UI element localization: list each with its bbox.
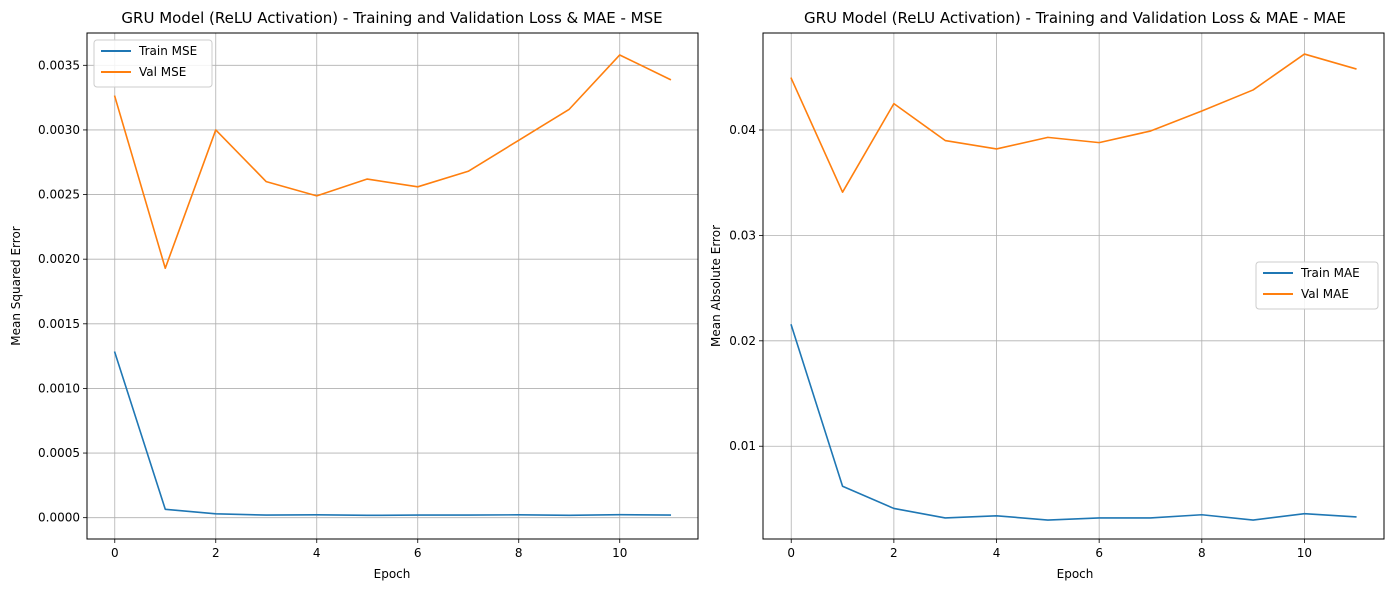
mae-x-tick-label: 0	[787, 546, 795, 560]
mse-chart-title: GRU Model (ReLU Activation) - Training a…	[121, 9, 662, 27]
mse-legend-label-val: Val MSE	[139, 65, 186, 79]
mae-y-tick-label: 0.04	[729, 123, 756, 137]
mae-ticks: 0 2 4 6 8 10 0.01 0.02 0.03 0.04	[729, 123, 1312, 560]
mae-series	[790, 53, 1357, 521]
mae-legend: Train MAE Val MAE	[1255, 261, 1379, 310]
mae-y-tick-label: 0.03	[729, 228, 756, 242]
mse-x-tick-label: 8	[515, 546, 523, 560]
mae-x-tick-label: 6	[1095, 546, 1103, 560]
mae-plot-frame	[762, 32, 1385, 540]
mse-grid	[87, 33, 698, 539]
mae-legend-label-val: Val MAE	[1301, 287, 1349, 301]
mse-y-tick-label: 0.0015	[38, 317, 80, 331]
mse-y-tick-label: 0.0020	[38, 252, 80, 266]
mae-x-axis-label: Epoch	[1057, 567, 1094, 581]
mse-chart-panel: GRU Model (ReLU Activation) - Training a…	[9, 9, 699, 581]
mse-y-tick-label: 0.0000	[38, 511, 80, 525]
mse-series-line-val	[113, 54, 672, 270]
mse-series-line-train	[113, 351, 672, 517]
mae-series-line-train	[790, 323, 1357, 521]
mse-x-tick-label: 2	[212, 546, 220, 560]
mse-legend: Train MSE Val MSE	[93, 39, 213, 88]
mae-series-line-val	[790, 53, 1357, 193]
mae-y-axis-label: Mean Absolute Error	[709, 225, 723, 347]
mse-y-tick-label: 0.0005	[38, 446, 80, 460]
mae-chart-panel: GRU Model (ReLU Activation) - Training a…	[709, 9, 1385, 581]
mae-x-tick-label: 10	[1297, 546, 1312, 560]
mae-y-tick-label: 0.01	[729, 439, 756, 453]
mae-chart-title: GRU Model (ReLU Activation) - Training a…	[804, 9, 1346, 27]
mse-legend-label-train: Train MSE	[138, 44, 197, 58]
mae-x-tick-label: 8	[1198, 546, 1206, 560]
mse-y-tick-label: 0.0025	[38, 188, 80, 202]
mse-plot-frame	[86, 32, 699, 540]
mse-y-tick-label: 0.0030	[38, 123, 80, 137]
mae-y-tick-label: 0.02	[729, 334, 756, 348]
mae-x-tick-label: 4	[993, 546, 1001, 560]
mse-y-tick-label: 0.0035	[38, 58, 80, 72]
mse-x-tick-label: 10	[612, 546, 627, 560]
mse-series	[113, 54, 672, 517]
mse-x-axis-label: Epoch	[374, 567, 411, 581]
mse-y-tick-label: 0.0010	[38, 381, 80, 395]
mae-x-tick-label: 2	[890, 546, 898, 560]
mse-y-axis-label: Mean Squared Error	[9, 226, 23, 346]
mse-x-tick-label: 4	[313, 546, 321, 560]
mse-ticks: 0 2 4 6 8 10 0.0000 0.0005 0.0010 0.0015 0.0020 0.0…	[38, 58, 627, 560]
mse-x-tick-label: 0	[111, 546, 119, 560]
mae-legend-label-train: Train MAE	[1300, 266, 1360, 280]
mse-x-tick-label: 6	[414, 546, 422, 560]
